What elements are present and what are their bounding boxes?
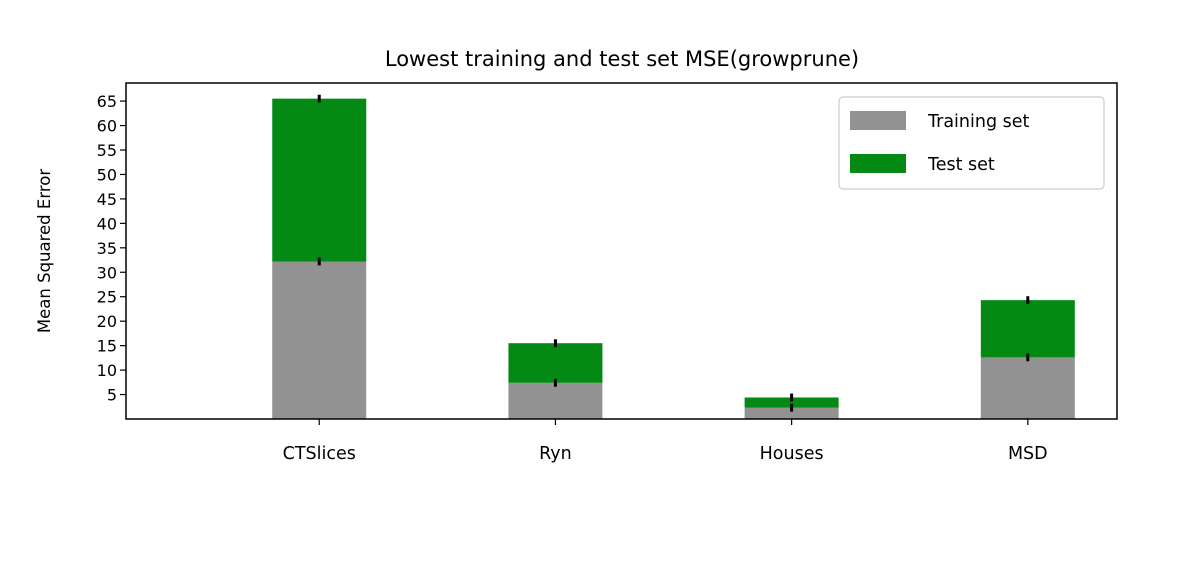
legend: Training set Test set — [838, 96, 1105, 190]
legend-swatch-test — [850, 154, 906, 173]
y-tick-label: 35 — [97, 239, 117, 258]
bar-ctslices-training — [272, 261, 367, 419]
plot-frame — [125, 82, 1118, 420]
bar-houses-test — [744, 397, 839, 408]
bars-layer — [272, 98, 1075, 419]
y-tick-label: 15 — [97, 337, 117, 356]
bar-msd-test — [980, 300, 1075, 358]
bar-houses-training — [744, 407, 839, 419]
y-tick-label: 10 — [97, 361, 117, 380]
y-tick-label: 45 — [97, 190, 117, 209]
y-tick-label: 30 — [97, 263, 117, 282]
y-tick-label: 50 — [97, 165, 117, 184]
y-tick-label: 65 — [97, 92, 117, 111]
x-axis: CTSlices Ryn Houses MSD — [283, 419, 1048, 464]
bar-msd-training — [980, 357, 1075, 419]
chart-title: Lowest training and test set MSE(growpru… — [385, 47, 859, 71]
y-tick-label: 55 — [97, 141, 117, 160]
y-axis: 5 10 15 20 25 30 35 40 45 50 55 60 65 — [97, 92, 126, 405]
legend-label-test: Test set — [927, 155, 995, 175]
x-tick-label: Houses — [760, 444, 824, 464]
x-tick-label: MSD — [1008, 444, 1048, 464]
x-tick-label: Ryn — [539, 444, 572, 464]
y-tick-label: 5 — [107, 386, 117, 405]
legend-frame — [838, 96, 1105, 190]
y-axis-label: Mean Squared Error — [35, 169, 54, 333]
y-tick-label: 60 — [97, 117, 117, 136]
legend-swatch-training — [850, 111, 906, 130]
y-tick-label: 20 — [97, 312, 117, 331]
y-tick-label: 40 — [97, 214, 117, 233]
errorbars-layer — [317, 94, 1030, 412]
bar-ctslices-test — [272, 98, 367, 262]
bar-ryn-training — [508, 382, 603, 419]
x-tick-label: CTSlices — [283, 444, 356, 464]
legend-label-training: Training set — [927, 112, 1029, 132]
y-tick-label: 25 — [97, 288, 117, 307]
bar-ryn-test — [508, 343, 603, 383]
